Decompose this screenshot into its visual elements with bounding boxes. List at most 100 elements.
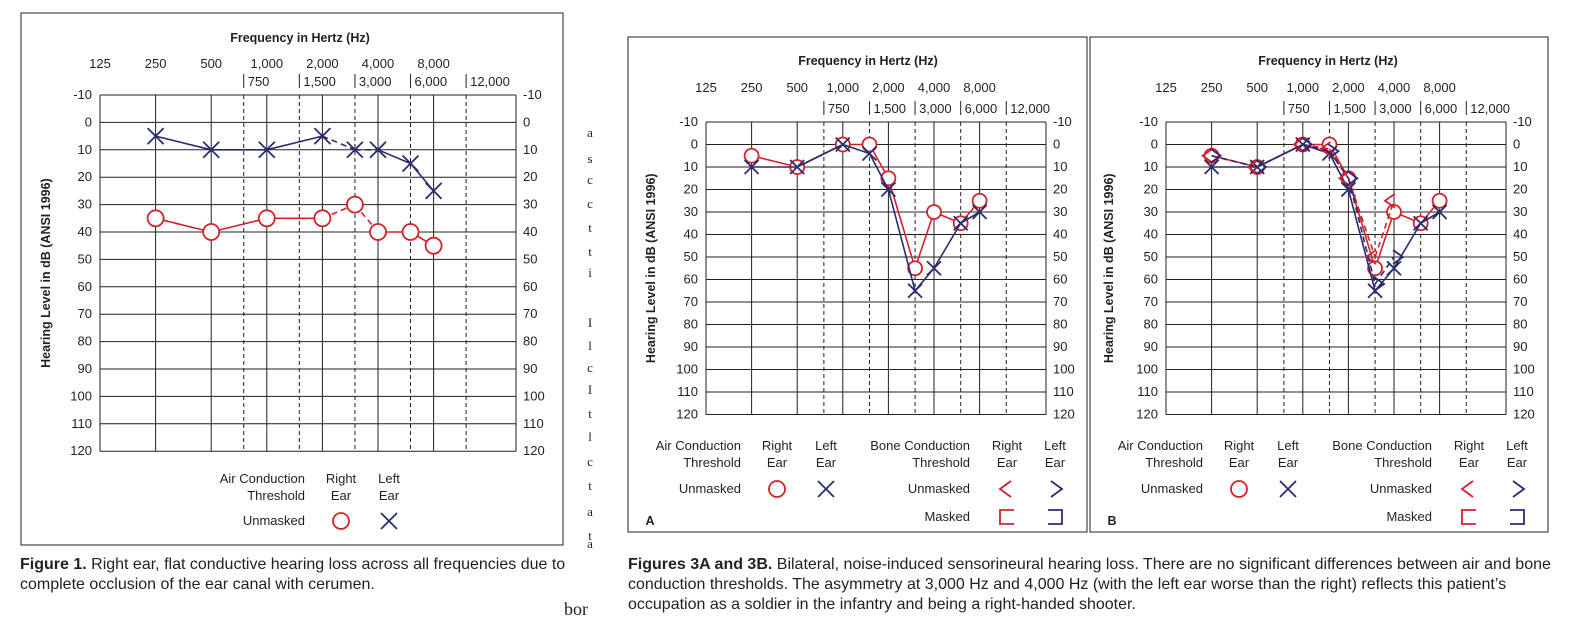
data-point-x — [1203, 159, 1220, 175]
y-tick-label-left: -10 — [73, 87, 92, 102]
data-point-circle — [424, 236, 443, 255]
data-point-circle — [257, 209, 276, 228]
legend-bone-conduction: Bone Conduction — [870, 438, 970, 453]
y-tick-label-right: 60 — [523, 279, 537, 294]
legend-bone-masked: Masked — [924, 509, 970, 524]
x-axis-title: Frequency in Hertz (Hz) — [230, 31, 370, 45]
bleed-letter: a — [587, 125, 593, 140]
x-tick-label: 500 — [200, 56, 222, 71]
x-tick-label: 4,000 — [1378, 80, 1411, 95]
y-tick-label-left: 30 — [684, 204, 698, 219]
y-tick-label-right: 0 — [523, 114, 530, 129]
y-tick-label-right: 80 — [1513, 317, 1527, 332]
y-tick-label-right: 20 — [1053, 182, 1067, 197]
legend-x-symbol — [1279, 480, 1297, 498]
series-segment — [1347, 177, 1376, 258]
data-point-bone-left — [1301, 136, 1314, 153]
x-tick-label: 8,000 — [963, 80, 996, 95]
bleed-letter: t — [588, 406, 592, 421]
data-point-circle — [880, 170, 897, 187]
bleed-letter: c — [587, 172, 593, 187]
bleed-letter: c — [587, 360, 593, 375]
figure-1-text: Right ear, flat conductive hearing loss … — [20, 556, 566, 593]
data-point-circle — [313, 209, 332, 228]
series-segment — [887, 178, 916, 269]
legend-bone-left-symbol — [1050, 480, 1064, 498]
legend-bone-threshold: Threshold — [912, 455, 970, 470]
legend-masked-right-symbol — [999, 509, 1014, 525]
data-point-x — [835, 136, 851, 153]
y-tick-label-left: 40 — [78, 224, 92, 239]
data-point-circle — [1431, 192, 1448, 209]
legend-x-symbol — [380, 512, 398, 530]
legend-x-symbol — [817, 480, 835, 498]
y-tick-label-right: 60 — [1053, 272, 1067, 287]
data-point-x — [258, 141, 276, 159]
y-tick-label-right: 80 — [1053, 317, 1067, 332]
legend-bone-left-ear: Ear — [1507, 455, 1528, 470]
legend-air-conduction: Air Conduction — [220, 471, 305, 486]
x-mid-tick-label: 750 — [248, 74, 270, 89]
y-tick-label-left: 40 — [1144, 227, 1158, 242]
data-point-bone-right — [1337, 170, 1350, 186]
data-point-x — [1340, 181, 1357, 198]
x-axis-title: Frequency in Hertz (Hz) — [1258, 54, 1398, 68]
y-tick-label-right: 20 — [523, 169, 537, 184]
y-tick-label-right: 110 — [523, 416, 544, 431]
data-point-circle — [1367, 260, 1383, 277]
legend-air-left-ear: Ear — [816, 455, 837, 470]
x-tick-label: 250 — [1201, 80, 1223, 95]
y-tick-label-left: 10 — [1144, 159, 1158, 174]
legend-air-conduction: Air Conduction — [656, 438, 741, 453]
y-tick-label-right: 120 — [523, 443, 545, 458]
legend: Air Conduction Threshold Right Ear Left Ear Un… — [220, 471, 400, 530]
y-tick-label-left: 0 — [85, 114, 92, 129]
legend-threshold: Threshold — [1145, 455, 1203, 470]
y-tick-label-left: 80 — [1144, 317, 1158, 332]
data-point-bone-right — [1383, 193, 1396, 209]
series-segment — [887, 189, 916, 291]
series-3 — [1201, 136, 1396, 265]
y-tick-label-left: 100 — [1136, 362, 1158, 377]
y-tick-label-left: 90 — [78, 361, 92, 376]
y-tick-label-right: 120 — [1513, 407, 1535, 422]
legend: A Air Conduction Threshold Right Ear Left Ear U… — [645, 438, 1066, 528]
data-point-bone-right — [1292, 136, 1305, 153]
data-point-x — [926, 260, 942, 276]
figure-1-caption: Figure 1. Right ear, flat conductive hea… — [20, 555, 580, 595]
data-point-circle — [971, 192, 988, 209]
legend-circle-symbol — [1230, 480, 1248, 498]
data-point-circle — [369, 223, 387, 241]
data-point-x — [861, 145, 878, 162]
data-point-circle — [1386, 204, 1402, 220]
series-2 — [146, 127, 443, 200]
y-tick-label-left: 120 — [1136, 407, 1158, 422]
y-tick-label-right: -10 — [1513, 114, 1532, 129]
figure-1-label: Figure 1. — [20, 556, 87, 573]
bleed-letter: a — [587, 504, 593, 519]
y-tick-label-right: 10 — [523, 142, 537, 157]
y-tick-label-left: 10 — [78, 142, 92, 157]
legend-left: Left — [378, 471, 400, 486]
series-segment — [266, 135, 323, 151]
legend-bone-right-ear: Ear — [1459, 455, 1480, 470]
data-point-x — [880, 181, 897, 198]
series-2 — [743, 136, 988, 299]
x-tick-label: 2,000 — [306, 56, 339, 71]
y-tick-label-left: 90 — [684, 339, 698, 354]
legend-air-left-ear: Ear — [1278, 455, 1299, 470]
legend-bone-right: Right — [992, 438, 1023, 453]
y-tick-label-left: 110 — [1137, 384, 1158, 399]
legend-masked-left-symbol — [1510, 509, 1525, 525]
series-4 — [1210, 136, 1405, 292]
data-point-circle — [926, 204, 942, 220]
y-tick-label-left: 120 — [676, 407, 698, 422]
x-tick-label: 4,000 — [918, 80, 951, 95]
y-tick-label-right: 120 — [1053, 407, 1075, 422]
series-segment — [1347, 189, 1376, 291]
y-tick-label-right: 30 — [1513, 204, 1527, 219]
y-tick-label-left: 30 — [1144, 204, 1158, 219]
series-segment — [1328, 148, 1350, 179]
legend-left-ear: Ear — [379, 488, 400, 503]
data-point-x — [202, 141, 220, 159]
